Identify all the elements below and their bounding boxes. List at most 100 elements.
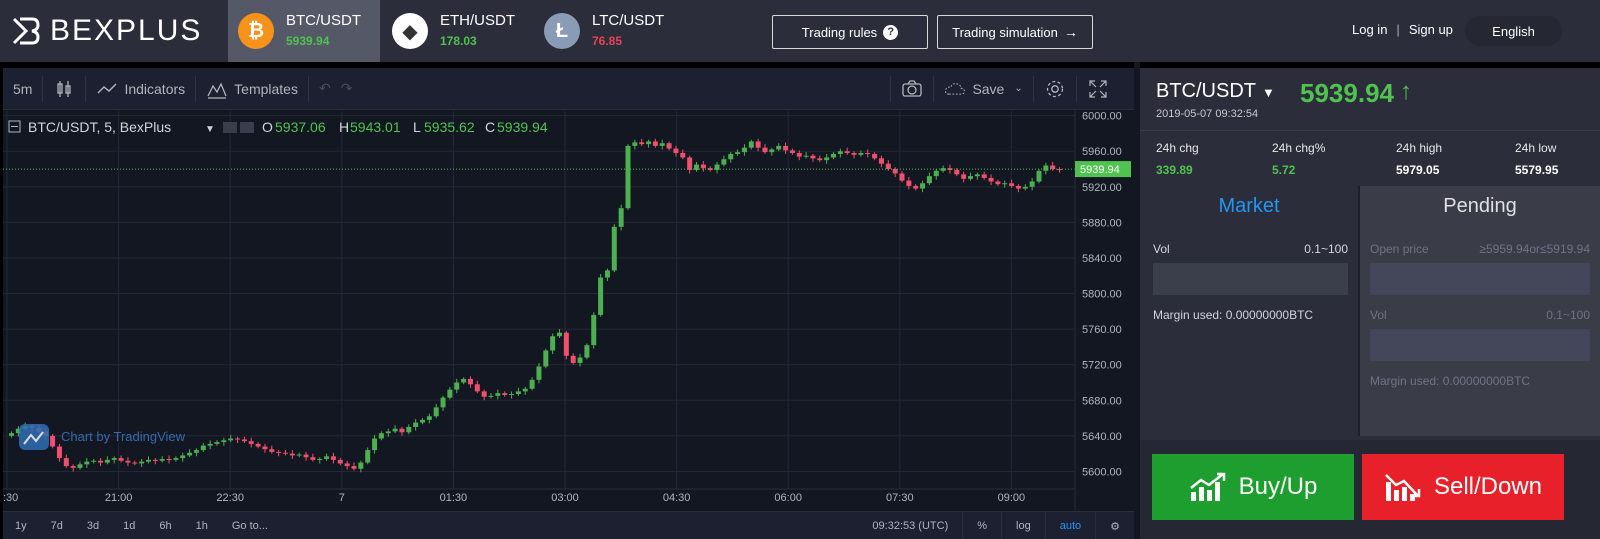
candle-body xyxy=(563,332,569,356)
pair-tab-btc[interactable]: ₿ BTC/USDT 5939.94 xyxy=(228,0,380,62)
high-label: H xyxy=(339,119,349,135)
candle-body xyxy=(803,155,809,157)
range-6h[interactable]: 6h xyxy=(159,519,172,532)
candle-body xyxy=(947,168,953,170)
candle-body xyxy=(139,461,145,464)
candle-body xyxy=(961,174,967,179)
log-toggle[interactable]: log xyxy=(1001,512,1045,539)
utc-clock[interactable]: 09:32:53 (UTC) xyxy=(872,520,949,532)
cloud-icon xyxy=(945,82,966,95)
range-1d[interactable]: 1d xyxy=(123,519,136,532)
legend-symbol[interactable]: BTC/USDT, 5, BexPlus xyxy=(28,119,171,135)
range-7d[interactable]: 7d xyxy=(50,519,63,532)
candle-body xyxy=(550,336,556,351)
candle-body xyxy=(104,459,110,463)
trade-actions: Buy/Up Sell/Down xyxy=(1140,440,1600,539)
low-label: L xyxy=(413,119,421,135)
candles-icon xyxy=(57,80,72,97)
candle-body xyxy=(1015,185,1021,189)
divider xyxy=(42,75,44,102)
undo-icon: ↶ xyxy=(318,80,331,96)
candle-body xyxy=(536,366,542,380)
candle-body xyxy=(721,159,727,165)
screenshot-button[interactable] xyxy=(891,68,933,109)
candle-body xyxy=(207,443,213,446)
candle-body xyxy=(913,185,919,189)
chart-settings-gear-icon[interactable]: ⚙ xyxy=(1095,512,1134,539)
candle-body xyxy=(872,153,878,159)
pair-selector[interactable]: BTC/USDT ▼ xyxy=(1156,80,1275,103)
goto-button[interactable]: Go to... xyxy=(231,519,268,532)
candle-body xyxy=(269,449,275,452)
candle-body xyxy=(310,457,316,460)
candle-body xyxy=(283,452,288,454)
candle-body xyxy=(324,456,330,459)
pair-price: 5939.94 xyxy=(286,34,330,48)
candle-body xyxy=(289,453,295,456)
login-link[interactable]: Log in xyxy=(1352,22,1388,37)
pending-vol-input[interactable] xyxy=(1370,329,1590,361)
redo-button[interactable]: ↷ xyxy=(341,68,363,109)
price-axis-bg xyxy=(1075,111,1134,511)
panel-header: BTC/USDT ▼ 2019-05-07 09:32:54 5939.94 ↑ xyxy=(1140,68,1600,130)
settings-button[interactable] xyxy=(1034,68,1076,109)
candle-body xyxy=(762,147,768,153)
buy-up-button[interactable]: Buy/Up xyxy=(1152,454,1354,520)
indicators-icon xyxy=(97,83,117,93)
candle-body xyxy=(728,153,734,160)
candle-body xyxy=(954,169,960,175)
tab-pending[interactable]: Pending xyxy=(1360,186,1600,226)
auto-toggle[interactable]: auto xyxy=(1044,512,1095,539)
save-button[interactable]: Save ⌄ xyxy=(934,68,1032,109)
open-value: 5937.06 xyxy=(275,119,326,135)
candle-body xyxy=(817,158,823,161)
caret-down-icon: ▼ xyxy=(1262,85,1275,100)
pending-margin-used: Margin used: 0.00000000BTC xyxy=(1370,374,1531,388)
x-tick-label: 03:00 xyxy=(551,492,579,504)
percent-toggle[interactable]: % xyxy=(962,512,1001,539)
candle-body xyxy=(652,141,658,146)
candle-body xyxy=(276,451,282,453)
trading-rules-label: Trading rules xyxy=(801,24,878,40)
open-price-input[interactable] xyxy=(1370,263,1590,295)
chart-type-button[interactable] xyxy=(43,68,85,109)
candle-body xyxy=(543,350,549,367)
range-3d[interactable]: 3d xyxy=(86,519,100,532)
divider xyxy=(933,75,935,102)
open-label: O xyxy=(262,119,273,135)
range-1y[interactable]: 1y xyxy=(15,519,27,532)
candle-body xyxy=(481,391,487,397)
tab-market[interactable]: Market xyxy=(1140,186,1358,226)
candle-body xyxy=(509,394,515,396)
indicators-button[interactable]: Indicators xyxy=(86,68,195,109)
candle-body xyxy=(776,145,782,150)
fullscreen-button[interactable] xyxy=(1077,68,1119,109)
interval-selector[interactable]: 5m xyxy=(13,80,33,97)
bexplus-logo[interactable]: BEXPLUS xyxy=(10,12,202,50)
sell-down-button[interactable]: Sell/Down xyxy=(1362,454,1564,520)
stat-label: 24h chg xyxy=(1156,141,1199,155)
candles-layer xyxy=(9,138,1063,473)
candle-body xyxy=(392,428,398,432)
range-1h[interactable]: 1h xyxy=(195,519,208,532)
y-tick-label: 5680.00 xyxy=(1082,395,1122,407)
time-axis: :30 21:00 22:30 7 01:30 03:00 04:30 06:00 07:30 0… xyxy=(3,488,1075,504)
candle-body xyxy=(365,450,371,463)
candle-body xyxy=(118,458,124,461)
pair-tab-ltc[interactable]: Ł LTC/USDT 76.85 xyxy=(534,0,686,62)
candle-body xyxy=(1050,165,1056,170)
x-tick-label: 04:30 xyxy=(663,492,691,504)
language-selector[interactable]: English xyxy=(1465,16,1562,46)
candle-body xyxy=(529,379,535,389)
chart-down-icon xyxy=(1385,474,1421,501)
trading-rules-button[interactable]: Trading rules ? xyxy=(772,15,928,49)
signup-link[interactable]: Sign up xyxy=(1408,22,1453,37)
trading-simulation-button[interactable]: Trading simulation → xyxy=(937,15,1093,49)
candle-body xyxy=(200,445,206,451)
templates-button[interactable]: Templates xyxy=(196,68,308,109)
vol-range: 0.1~100 xyxy=(1304,242,1348,256)
undo-button[interactable]: ↶ xyxy=(309,68,341,109)
vol-input[interactable] xyxy=(1153,263,1348,295)
candlestick-chart[interactable]: 6000.00 5960.00 5920.00 5880.00 5840.00 5800.… xyxy=(3,111,1134,511)
pair-tab-eth[interactable]: ◆ ETH/USDT 178.03 xyxy=(382,0,534,62)
